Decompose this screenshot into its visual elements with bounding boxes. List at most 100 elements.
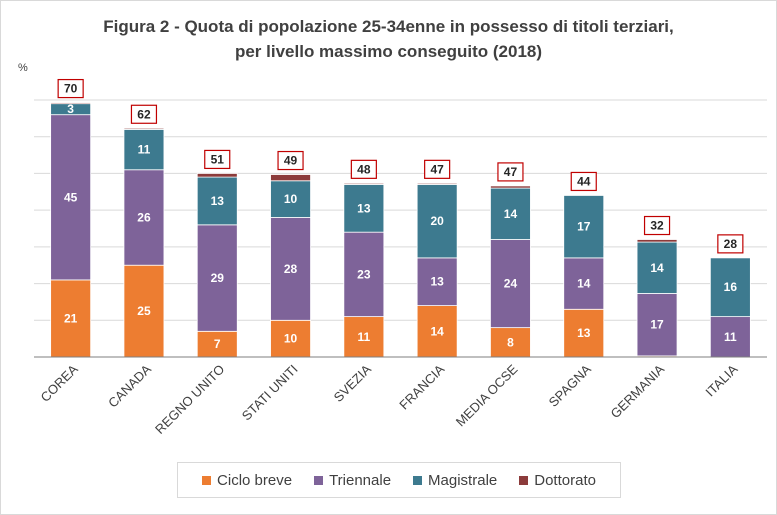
total-label-box bbox=[570, 171, 597, 192]
chart-title-line-1: Figura 2 - Quota di popolazione 25-34enn… bbox=[103, 17, 674, 36]
category-label: ITALIA bbox=[702, 361, 740, 399]
data-label: 14 bbox=[650, 261, 664, 275]
bar-segment bbox=[563, 308, 605, 358]
total-label-box bbox=[717, 234, 744, 254]
data-label: 29 bbox=[211, 271, 225, 285]
bar-segment bbox=[196, 173, 238, 178]
bar-segment bbox=[50, 102, 92, 105]
legend-item: Ciclo breve bbox=[202, 472, 292, 489]
category-label: SPAGNA bbox=[546, 361, 594, 409]
bar-segment bbox=[123, 127, 165, 130]
data-label: 13 bbox=[357, 201, 371, 215]
bar-segment bbox=[50, 114, 92, 281]
legend-swatch bbox=[202, 475, 212, 485]
chart-title-line-2: per livello massimo conseguito (2018) bbox=[234, 42, 543, 61]
data-label: 21 bbox=[64, 311, 78, 325]
data-label: 28 bbox=[284, 262, 298, 276]
total-label: 51 bbox=[211, 152, 225, 166]
bar-segment bbox=[490, 239, 531, 329]
legend-swatch bbox=[413, 475, 423, 485]
data-label: 10 bbox=[284, 192, 298, 206]
legend-item: Magistrale bbox=[413, 472, 497, 489]
category-label: STATI UNITI bbox=[239, 362, 301, 424]
data-label: 23 bbox=[357, 267, 371, 281]
bar-segment bbox=[490, 327, 531, 358]
bar-segment bbox=[343, 231, 385, 318]
data-label: 13 bbox=[430, 275, 444, 289]
category-label: GERMANIA bbox=[608, 361, 668, 421]
data-label: 26 bbox=[137, 210, 151, 224]
legend-label: Ciclo breve bbox=[217, 471, 293, 489]
data-label: 13 bbox=[577, 326, 591, 340]
total-label-box bbox=[277, 150, 304, 171]
legend-swatch bbox=[314, 475, 324, 485]
legend-item: Dottorato bbox=[519, 472, 596, 489]
data-label: 14 bbox=[504, 207, 518, 221]
total-label: 70 bbox=[64, 82, 78, 96]
y-axis-label: % bbox=[18, 62, 28, 74]
category-label: SVEZIA bbox=[331, 361, 375, 405]
legend-label: Dottorato bbox=[534, 471, 596, 489]
data-label: 17 bbox=[650, 318, 664, 332]
bar-segment bbox=[490, 185, 531, 189]
bar-segment bbox=[123, 264, 165, 358]
data-label: 11 bbox=[138, 143, 151, 157]
data-label: 20 bbox=[430, 214, 444, 228]
chart-legend: Ciclo breve Triennale Magistrale Dottorato bbox=[177, 462, 621, 498]
legend-label: Triennale bbox=[329, 471, 392, 489]
data-label: 13 bbox=[211, 194, 225, 208]
bar-segment bbox=[636, 293, 678, 357]
bar-segment bbox=[196, 224, 238, 332]
bar-segment bbox=[563, 195, 605, 259]
bar-segment bbox=[343, 182, 385, 185]
bar-segment bbox=[416, 182, 458, 185]
bar-segment bbox=[343, 316, 385, 358]
data-label: 14 bbox=[577, 277, 591, 291]
bar-segment bbox=[196, 176, 238, 226]
legend-swatch bbox=[519, 475, 529, 485]
category-label: CANADA bbox=[105, 361, 154, 410]
total-label-box bbox=[130, 104, 158, 124]
category-label: FRANCIA bbox=[396, 361, 447, 412]
total-label: 47 bbox=[430, 162, 444, 176]
total-label: 47 bbox=[504, 165, 518, 179]
total-label-box bbox=[424, 159, 451, 179]
chart-title: Figura 2 - Quota di popolazione 25-34enn… bbox=[0, 14, 777, 64]
total-label: 48 bbox=[357, 162, 371, 176]
data-label: 14 bbox=[430, 324, 444, 338]
data-label: 11 bbox=[358, 330, 371, 344]
bar-segment bbox=[416, 184, 458, 259]
bar-segment bbox=[636, 241, 678, 294]
data-label: 3 bbox=[67, 102, 74, 116]
bar-segment bbox=[270, 174, 311, 182]
total-label: 44 bbox=[577, 174, 591, 188]
bar-segment bbox=[270, 217, 311, 321]
data-label: 8 bbox=[507, 335, 514, 349]
total-label-box bbox=[643, 215, 671, 236]
total-label-box bbox=[350, 159, 377, 179]
bar-segment bbox=[636, 239, 678, 243]
total-label: 28 bbox=[724, 237, 738, 251]
total-label-box bbox=[497, 162, 524, 182]
data-label: 16 bbox=[724, 280, 738, 294]
bar-segment bbox=[196, 330, 238, 358]
total-label-box bbox=[57, 78, 84, 99]
bar-segment bbox=[416, 305, 458, 358]
bar-segment bbox=[270, 180, 311, 218]
legend-label: Magistrale bbox=[428, 471, 498, 489]
data-label: 45 bbox=[64, 190, 78, 204]
category-label: COREA bbox=[37, 361, 81, 405]
data-label: 11 bbox=[724, 330, 737, 344]
total-label: 49 bbox=[284, 154, 298, 168]
bar-segment bbox=[490, 187, 531, 240]
data-label: 24 bbox=[504, 277, 518, 291]
data-label: 25 bbox=[137, 304, 151, 318]
bar-segment bbox=[50, 279, 92, 358]
total-label: 32 bbox=[650, 219, 664, 233]
data-label: 7 bbox=[214, 337, 221, 351]
data-label: 17 bbox=[577, 220, 591, 234]
bar-segment bbox=[709, 257, 751, 318]
total-label-box bbox=[204, 149, 231, 170]
legend-item: Triennale bbox=[314, 472, 391, 489]
